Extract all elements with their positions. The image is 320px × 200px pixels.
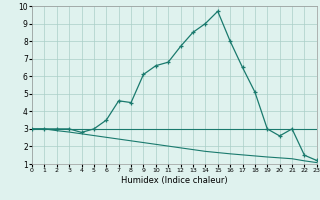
X-axis label: Humidex (Indice chaleur): Humidex (Indice chaleur) xyxy=(121,176,228,185)
